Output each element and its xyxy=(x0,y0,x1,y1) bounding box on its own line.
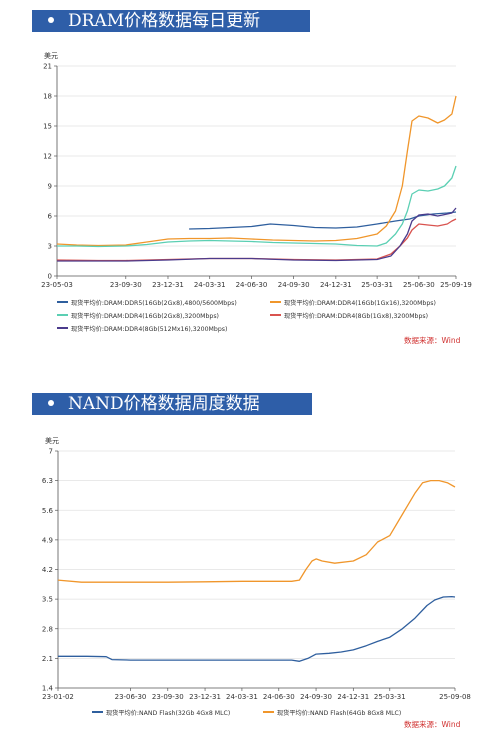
legend-swatch xyxy=(57,314,68,316)
x-tick-label: 25-03-31 xyxy=(361,281,393,289)
x-tick-label: 24-09-30 xyxy=(300,693,332,701)
x-tick-label: 24-03-31 xyxy=(194,281,226,289)
legend-item-nand-32gb: 现货平均价:NAND Flash(32Gb 4Gx8 MLC) xyxy=(92,708,230,717)
y-tick-label: 6.3 xyxy=(42,477,53,485)
y-tick-label: 21 xyxy=(43,63,52,71)
legend-label: 现货平均价:DRAM:DDR4(16Gb(1Gx16),3200Mbps) xyxy=(284,300,436,307)
legend-label: 现货平均价:NAND Flash(64Gb 8Gx8 MLC) xyxy=(277,710,402,717)
y-tick-label: 4.9 xyxy=(42,536,53,544)
nand-section-banner: NAND价格数据周度数据 xyxy=(32,393,312,415)
series-line xyxy=(56,95,457,247)
dram-section-banner: DRAM价格数据每日更新 xyxy=(32,10,310,32)
dram-banner-title: DRAM价格数据每日更新 xyxy=(68,11,261,31)
series-line xyxy=(57,165,457,248)
dram-price-chart: 美元 0 3 6 9 12 15 18 21 23-05-03 23-09-30 23-12-31 24… xyxy=(41,51,472,289)
legend-item-ddr4-16gb-2gx8: 现货平均价:DRAM:DDR4(16Gb(2Gx8),3200Mbps) xyxy=(57,311,219,320)
bullet-icon xyxy=(48,399,54,406)
x-tick-label: 25-09-08 xyxy=(439,693,471,701)
legend-item-ddr5-16gb: 现货平均价:DRAM:DDR5(16Gb(2Gx8),4800/5600Mbps… xyxy=(57,298,237,307)
data-source-label: 数据来源：Wind xyxy=(404,336,461,345)
legend-item-ddr4-16gb-1gx16: 现货平均价:DRAM:DDR4(16Gb(1Gx16),3200Mbps) xyxy=(270,298,436,307)
legend-item-ddr4-8gb-1gx8: 现货平均价:DRAM:DDR4(8Gb(1Gx8),3200Mbps) xyxy=(270,311,428,320)
y-axis-unit-label: 美元 xyxy=(44,51,58,60)
y-tick-label: 2.8 xyxy=(42,625,53,633)
y-tick-label: 5.6 xyxy=(42,507,54,515)
y-tick-label: 7 xyxy=(49,448,53,456)
x-tick-label: 23-09-30 xyxy=(152,693,184,701)
y-tick-label: 9 xyxy=(48,183,52,191)
series-line xyxy=(57,207,457,262)
y-tick-label: 2.1 xyxy=(42,655,53,663)
x-tick-label: 24-03-31 xyxy=(226,693,258,701)
nand-banner-title: NAND价格数据周度数据 xyxy=(68,394,260,414)
legend-swatch xyxy=(92,711,103,713)
x-tick-label: 24-06-30 xyxy=(263,693,295,701)
x-tick-label: 23-09-30 xyxy=(110,281,142,289)
legend-label: 现货平均价:DRAM:DDR5(16Gb(2Gx8),4800/5600Mbps… xyxy=(71,300,237,307)
legend-swatch xyxy=(270,301,281,303)
y-tick-label: 3.5 xyxy=(42,596,53,604)
y-tick-label: 15 xyxy=(43,123,52,131)
series-line xyxy=(58,595,456,662)
y-tick-label: 1.4 xyxy=(42,685,54,693)
legend-label: 现货平均价:NAND Flash(32Gb 4Gx8 MLC) xyxy=(106,710,231,717)
series-line xyxy=(189,211,457,230)
series-line xyxy=(57,479,456,583)
x-tick-label: 23-01-02 xyxy=(42,693,74,701)
legend-item-ddr4-8gb-512mx16: 现货平均价:DRAM:DDR4(8Gb(512Mx16),3200Mbps) xyxy=(57,324,227,333)
y-tick-label: 18 xyxy=(43,93,52,101)
y-tick-label: 3 xyxy=(48,243,52,251)
x-tick-label: 25-09-19 xyxy=(440,281,472,289)
x-tick-label: 23-05-03 xyxy=(41,281,73,289)
y-tick-label: 0 xyxy=(48,273,52,281)
legend-item-nand-64gb: 现货平均价:NAND Flash(64Gb 8Gx8 MLC) xyxy=(263,708,401,717)
x-tick-label: 23-12-31 xyxy=(152,281,184,289)
x-tick-label: 24-12-31 xyxy=(320,281,352,289)
legend-label: 现货平均价:DRAM:DDR4(8Gb(512Mx16),3200Mbps) xyxy=(71,326,228,333)
legend-swatch xyxy=(57,327,68,329)
x-tick-label: 24-09-30 xyxy=(278,281,310,289)
legend-label: 现货平均价:DRAM:DDR4(16Gb(2Gx8),3200Mbps) xyxy=(71,313,219,320)
y-axis-unit-label: 美元 xyxy=(45,436,59,445)
x-tick-label: 25-03-31 xyxy=(374,693,406,701)
bullet-icon xyxy=(48,16,54,23)
x-tick-label: 24-12-31 xyxy=(337,693,369,701)
x-tick-label: 25-06-30 xyxy=(403,281,435,289)
x-tick-label: 23-12-31 xyxy=(189,693,221,701)
nand-price-chart: 美元 1.4 2.1 2.8 3.5 4.2 4.9 5.6 6.3 7 23-01-02 23-06… xyxy=(42,436,471,701)
y-tick-label: 12 xyxy=(43,153,52,161)
legend-swatch xyxy=(263,711,274,713)
y-tick-label: 4.2 xyxy=(42,566,53,574)
legend-swatch xyxy=(270,314,281,316)
x-tick-label: 24-06-30 xyxy=(236,281,268,289)
legend-swatch xyxy=(57,301,68,303)
y-tick-label: 6 xyxy=(48,213,53,221)
legend-label: 现货平均价:DRAM:DDR4(8Gb(1Gx8),3200Mbps) xyxy=(284,313,429,320)
x-tick-label: 23-06-30 xyxy=(115,693,147,701)
data-source-label: 数据来源：Wind xyxy=(404,720,461,729)
